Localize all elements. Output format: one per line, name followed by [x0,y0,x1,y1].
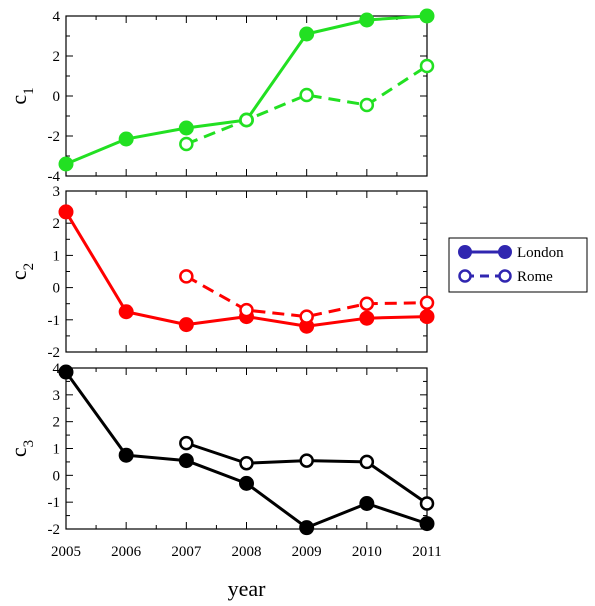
y-tick-label: -4 [48,169,61,185]
legend-marker-london [458,245,472,259]
data-point-rome [359,454,375,470]
x-tick-label: 2009 [292,544,322,560]
y-tick-label: 1 [53,248,61,264]
data-point-rome [419,295,435,310]
y-tick-label: 2 [53,216,61,232]
data-point-rome [359,296,375,311]
legend-marker-rome [498,269,512,283]
x-axis-title: year [228,576,267,601]
legend-label-rome: Rome [517,269,553,285]
y-tick-label: 4 [53,9,61,25]
y-tick-label: 3 [53,184,61,200]
series-line-rome [185,64,428,146]
legend-marker-rome [458,269,472,283]
data-point-london [58,204,74,220]
y-tick-label: 1 [53,442,61,458]
data-point-rome [299,87,314,103]
panel-1: -4 -2 0 2 4 c1 [6,8,435,185]
data-point-london [359,12,375,28]
x-tick-label: 2005 [51,544,81,560]
y-tick-label: 4 [53,361,61,377]
data-point-rome [299,309,314,324]
y-axis-title-base: c [6,270,31,280]
data-point-london [359,310,375,326]
x-tick-label: 2006 [111,544,142,560]
data-point-london [419,309,435,325]
y-tick-label: -2 [48,129,61,145]
y-tick-label: 3 [53,388,61,404]
y-tick-label: -1 [48,495,61,511]
legend-label-london: London [517,245,564,261]
data-point-london [419,8,435,24]
y-tick-label: -2 [48,522,61,538]
x-tick-label: 2008 [232,544,262,560]
data-point-rome [179,269,194,284]
series-line-rome [185,275,428,319]
y-tick-label: -2 [48,345,61,361]
y-axis-title: c2 [6,263,37,280]
data-point-rome [299,453,314,468]
legend-box [448,237,588,293]
y-tick-label: 0 [53,281,61,297]
y-axis-title-base: c [6,447,31,457]
data-point-rome [239,302,254,318]
x-tick-label: 2011 [412,544,441,560]
data-point-london [118,131,134,147]
data-point-london [299,26,315,42]
data-point-rome [359,97,375,113]
data-point-rome [179,136,194,152]
x-tick-label: 2010 [352,544,382,560]
y-tick-label: 2 [53,415,61,431]
data-point-rome [179,435,194,451]
data-point-london [58,364,74,380]
y-tick-label: 0 [53,468,61,484]
legend-marker-london [498,245,512,259]
y-tick-label: 0 [53,89,61,105]
data-point-london [239,475,254,491]
data-point-london [359,496,375,512]
y-axis-title: c3 [6,440,37,457]
y-axis-title: c1 [6,87,37,104]
data-point-london [58,156,74,172]
data-point-london [178,120,194,136]
data-point-london [118,304,134,320]
plot-frame [65,15,428,177]
data-point-london [118,447,134,463]
data-point-rome [419,496,435,511]
data-point-london [299,520,315,536]
y-axis-title-subscript: 3 [21,440,37,448]
y-axis-title-base: c [6,95,31,105]
data-point-london [178,317,194,333]
data-point-rome [419,58,435,74]
legend: London Rome [448,237,588,293]
data-point-london [419,516,435,532]
x-tick-label: 2007 [171,544,202,560]
data-point-rome [239,112,254,128]
y-tick-label: 2 [53,49,61,65]
data-point-rome [239,456,254,471]
plot-frame [65,190,428,353]
y-tick-label: -1 [48,313,61,329]
y-axis-title-subscript: 2 [21,263,37,271]
y-axis-title-subscript: 1 [21,87,37,95]
data-point-london [178,453,194,469]
